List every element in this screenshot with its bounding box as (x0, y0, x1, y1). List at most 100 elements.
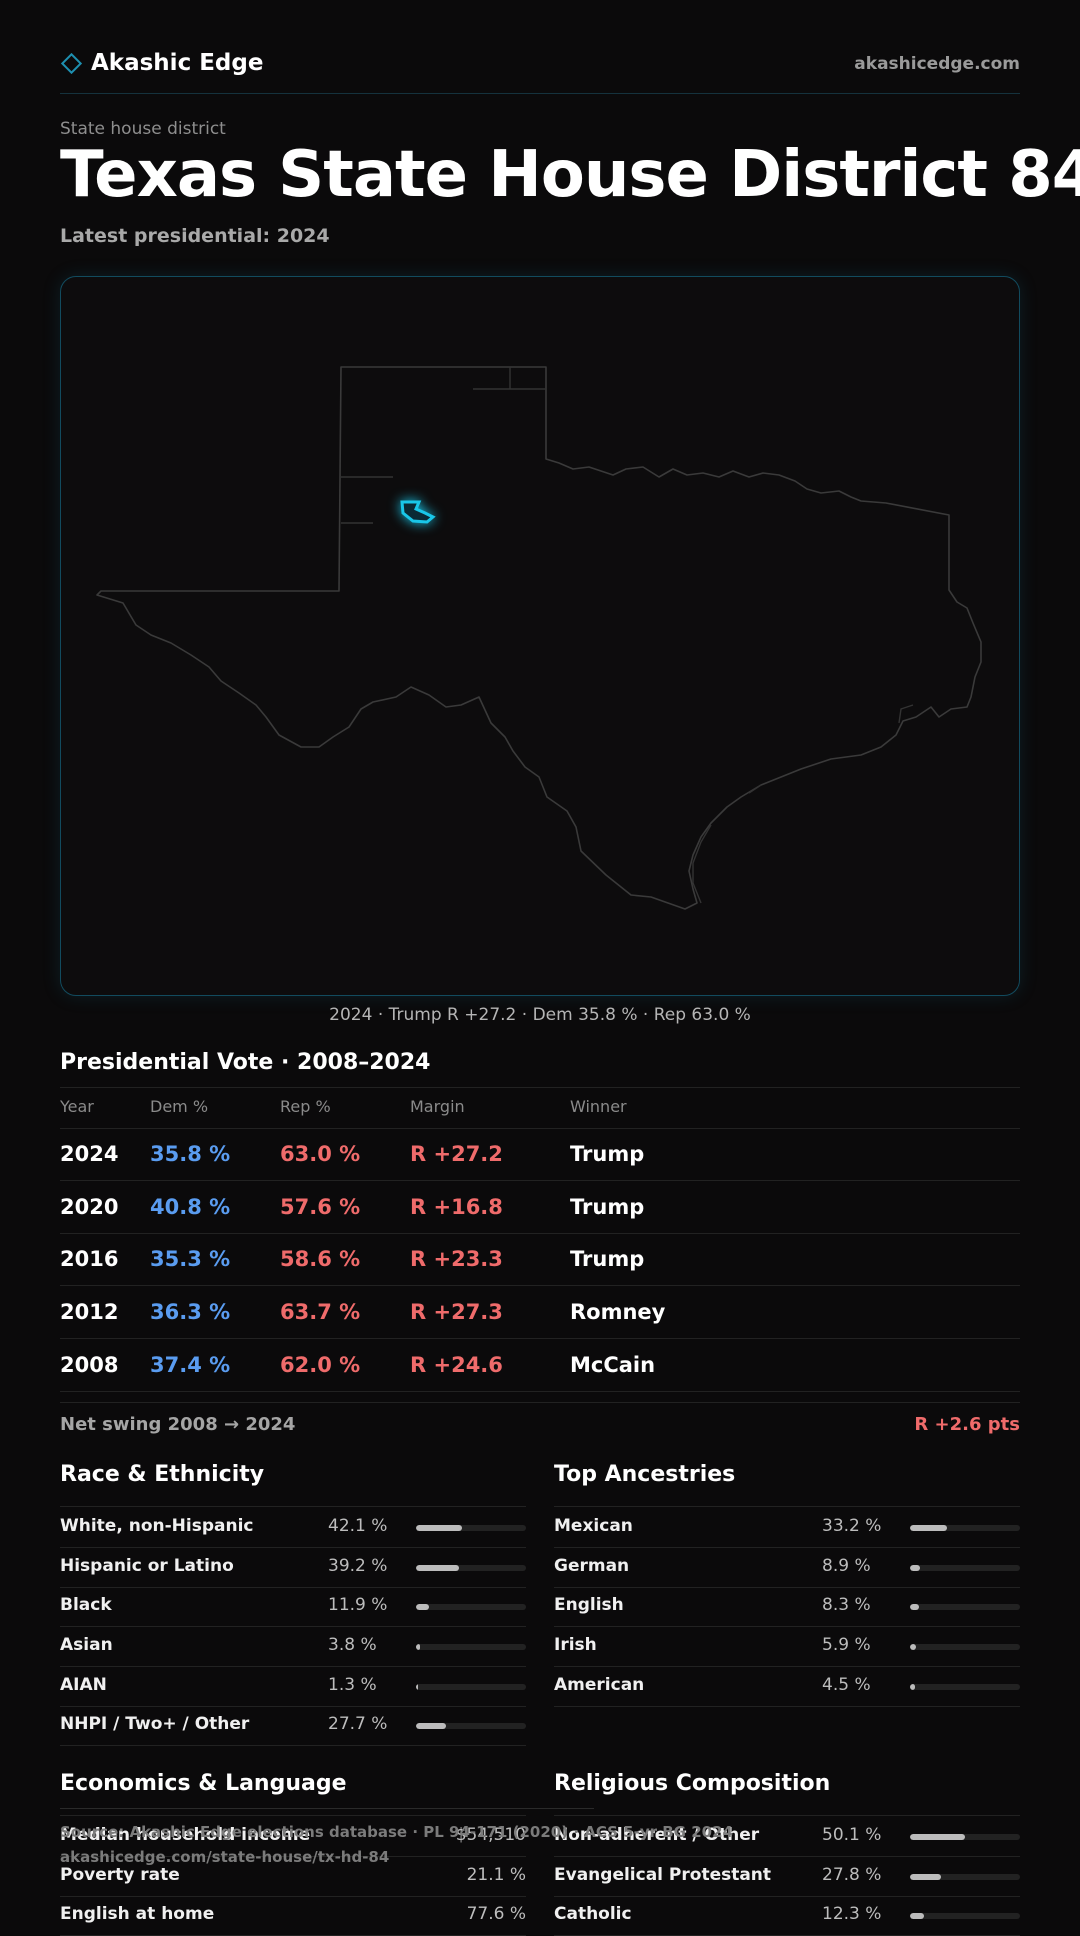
stat-value: $54,510 (455, 1825, 526, 1845)
stat-bar-fill (910, 1525, 947, 1531)
rep-cell: 63.0 % (280, 1142, 361, 1166)
brand[interactable]: Akashic Edge (60, 50, 263, 76)
texas-outline (96, 366, 982, 910)
stat-row: Catholic 12.3 % (554, 1895, 1020, 1936)
table-row: 2016 35.3 % 58.6 % R +23.3 Trump (60, 1233, 1020, 1286)
swing-divider (60, 1402, 1020, 1403)
stat-bar (910, 1644, 1020, 1650)
stat-row: White, non-Hispanic 42.1 % (60, 1507, 526, 1548)
rep-cell: 62.0 % (280, 1353, 361, 1377)
col-year: Year (60, 1097, 94, 1116)
stat-label: Hispanic or Latino (60, 1556, 234, 1576)
stat-row: Irish 5.9 % (554, 1626, 1020, 1667)
brand-name: Akashic Edge (91, 50, 264, 76)
stat-bar (910, 1604, 1020, 1610)
stat-percent: 4.5 % (822, 1675, 871, 1695)
presidential-vote-title: Presidential Vote · 2008–2024 (60, 1050, 431, 1075)
footer: Source: Akashic Edge elections database … (60, 1808, 733, 1870)
table-row: 2008 37.4 % 62.0 % R +24.6 McCain (60, 1339, 1020, 1392)
district-map[interactable] (60, 276, 1020, 996)
stat-bar-fill (416, 1723, 447, 1729)
map-caption: 2024 · Trump R +27.2 · Dem 35.8 % · Rep … (329, 1005, 751, 1025)
net-swing-value: R +2.6 pts (914, 1414, 1020, 1435)
stat-row: Black 11.9 % (60, 1586, 526, 1627)
net-swing-label: Net swing 2008 → 2024 (60, 1414, 296, 1435)
stat-label: Irish (554, 1635, 597, 1655)
stat-label: Black (60, 1595, 112, 1615)
table-row: 2012 36.3 % 63.7 % R +27.3 Romney (60, 1286, 1020, 1339)
year-cell: 2020 (60, 1195, 119, 1219)
winner-cell: Trump (570, 1247, 645, 1271)
winner-cell: Romney (570, 1300, 666, 1324)
district-84-shape[interactable] (400, 500, 436, 524)
stat-percent: 8.9 % (822, 1556, 871, 1576)
col-rep: Rep % (280, 1097, 331, 1116)
stat-bar-fill (910, 1913, 924, 1919)
stat-percent: 11.9 % (328, 1595, 388, 1615)
stat-bar-fill (416, 1525, 463, 1531)
stat-label: American (554, 1675, 645, 1695)
stat-row: Median household income $54,510 (60, 1816, 526, 1857)
col-winner: Winner (570, 1097, 627, 1116)
stat-label: Catholic (554, 1904, 632, 1924)
stat-row: Evangelical Protestant 27.8 % (554, 1856, 1020, 1897)
stat-label: White, non-Hispanic (60, 1516, 254, 1536)
stat-row: American 4.5 % (554, 1666, 1020, 1707)
dem-cell: 37.4 % (150, 1353, 231, 1377)
stat-label: Non-adherent / Other (554, 1825, 760, 1845)
stat-label: AIAN (60, 1675, 107, 1695)
stat-percent: 8.3 % (822, 1595, 871, 1615)
stat-row: German 8.9 % (554, 1547, 1020, 1588)
panel-divider (60, 1815, 526, 1816)
stat-bar-fill (416, 1684, 418, 1690)
margin-cell: R +23.3 (410, 1247, 503, 1271)
stat-bar (416, 1525, 526, 1531)
table-row: 2024 35.8 % 63.0 % R +27.2 Trump (60, 1128, 1020, 1181)
footer-url[interactable]: akashicedge.com/state-house/tx-hd-84 (60, 1848, 390, 1866)
dem-cell: 36.3 % (150, 1300, 231, 1324)
stat-bar (416, 1604, 526, 1610)
stat-percent: 39.2 % (328, 1556, 388, 1576)
margin-cell: R +24.6 (410, 1353, 503, 1377)
stat-bar (416, 1723, 526, 1729)
stat-label: Mexican (554, 1516, 633, 1536)
top-ancestries-title: Top Ancestries (554, 1462, 736, 1487)
footer-source: Source: Akashic Edge elections database … (60, 1823, 733, 1841)
stat-bar-fill (910, 1874, 941, 1880)
col-margin: Margin (410, 1097, 465, 1116)
diamond-logo-icon (60, 52, 83, 74)
stat-bar-fill (910, 1684, 915, 1690)
page-title: Texas State House District 84 (60, 138, 1080, 212)
stat-row: Non-adherent / Other 50.1 % (554, 1816, 1020, 1857)
stat-row: Mexican 33.2 % (554, 1507, 1020, 1548)
stat-bar (416, 1565, 526, 1571)
stat-percent: 42.1 % (328, 1516, 388, 1536)
panhandle-lines (341, 367, 546, 524)
votes-table-header: Year Dem % Rep % Margin Winner (60, 1097, 1020, 1121)
stat-bar-fill (910, 1604, 920, 1610)
stat-bar (910, 1525, 1020, 1531)
stat-percent: 50.1 % (822, 1825, 882, 1845)
footer-divider (60, 1808, 594, 1809)
stat-bar (416, 1684, 526, 1690)
winner-cell: McCain (570, 1353, 656, 1377)
top-bar: Akashic Edge akashicedge.com (60, 50, 1020, 94)
texas-map-svg (96, 366, 982, 910)
panel-divider (554, 1506, 1020, 1507)
year-cell: 2024 (60, 1142, 119, 1166)
stat-value: 21.1 % (466, 1865, 526, 1885)
margin-cell: R +27.2 (410, 1142, 503, 1166)
rep-cell: 58.6 % (280, 1247, 361, 1271)
stat-row: AIAN 1.3 % (60, 1666, 526, 1707)
stat-value: 77.6 % (466, 1904, 526, 1924)
stat-bar (910, 1834, 1020, 1840)
stat-bar (910, 1913, 1020, 1919)
panel-divider (60, 1506, 526, 1507)
stat-bar (910, 1565, 1020, 1571)
panel-divider (554, 1815, 1020, 1816)
religious-composition-title: Religious Composition (554, 1771, 831, 1796)
title-state: Texas (60, 138, 257, 212)
stat-bar-fill (416, 1565, 460, 1571)
site-link[interactable]: akashicedge.com (854, 54, 1020, 74)
margin-cell: R +16.8 (410, 1195, 503, 1219)
